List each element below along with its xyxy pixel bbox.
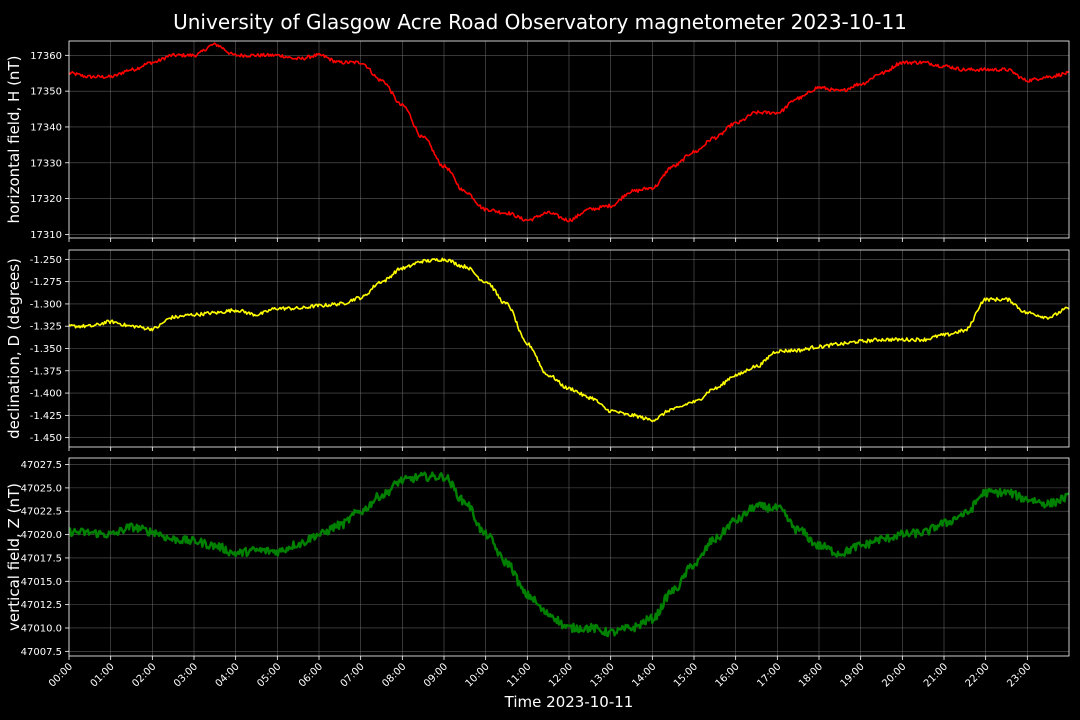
y-tick-label: 47020.0 [21,530,62,541]
y-tick-label: 47027.5 [21,460,62,471]
y-tick-label: 17330 [30,158,62,169]
y-tick-label: -1.425 [30,411,62,422]
y-tick-label: 47015.0 [21,577,62,588]
y-tick-label: -1.275 [30,277,62,288]
series-line [68,471,1070,638]
y-tick-label: -1.300 [30,299,62,310]
y-tick-label: 17320 [30,194,62,205]
y-tick-label: 17340 [30,122,62,133]
y-tick-label: 17350 [30,87,62,98]
y-tick-label: 17310 [30,230,62,241]
x-axis-label: Time 2023-10-11 [504,693,634,711]
y-tick-label: 47022.5 [21,507,62,518]
y-tick-label: -1.400 [30,389,62,400]
chart-title: University of Glasgow Acre Road Observat… [173,10,907,34]
axes-frame [68,40,1070,239]
y-axis-label: declination, D (degrees) [5,258,23,439]
series-line [68,42,1070,223]
y-tick-label: 47017.5 [21,553,62,564]
y-tick-label: 47025.0 [21,483,62,494]
series-line [68,257,1070,423]
y-tick-label: 47012.5 [21,600,62,611]
y-tick-label: 17360 [30,51,62,62]
d-panel: -1.250 -1.275 -1.300 -1.325 -1.350 -1.375 -1.4… [5,249,1070,451]
y-axis-label: vertical field, Z (nT) [5,483,23,631]
y-tick-label: -1.375 [30,366,62,377]
y-tick-label: -1.250 [30,255,62,266]
y-tick-label: 47010.0 [21,623,62,634]
y-tick-label: -1.450 [30,433,62,444]
axes-frame [68,457,1070,657]
y-tick-label: -1.350 [30,344,62,355]
y-tick-label: 47007.5 [21,647,62,658]
y-axis-label: horizontal field, H (nT) [5,56,23,224]
z-panel: 47007.5 47010.0 47012.5 47015.0 47017.5 47020… [5,457,1070,660]
h-panel: 17310 17320 17330 17340 17350 17360 horizontal… [5,40,1070,242]
axes-frame [68,249,1070,448]
y-tick-label: -1.325 [30,322,62,333]
